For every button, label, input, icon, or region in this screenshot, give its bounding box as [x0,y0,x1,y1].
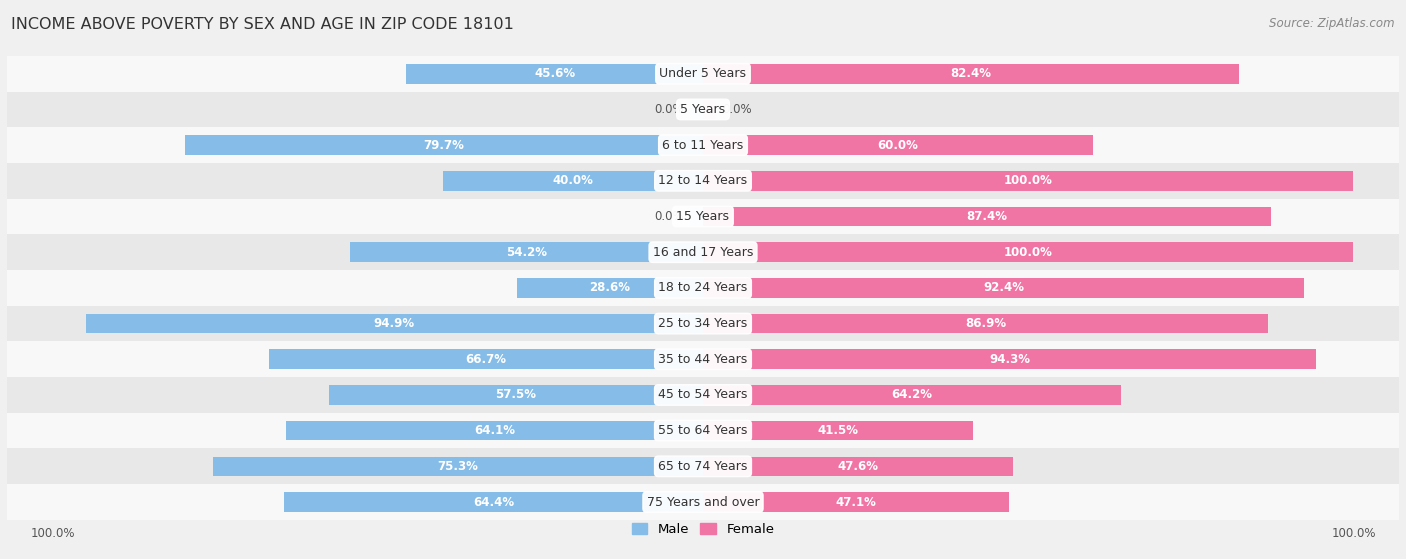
Text: 16 and 17 Years: 16 and 17 Years [652,246,754,259]
Text: 94.3%: 94.3% [990,353,1031,366]
Bar [443,171,703,191]
Text: 45.6%: 45.6% [534,67,575,80]
Bar [7,377,1399,413]
Bar [7,234,1399,270]
Text: 60.0%: 60.0% [877,139,918,151]
Bar [86,314,703,333]
Text: 18 to 24 Years: 18 to 24 Years [658,281,748,295]
Bar [329,385,703,405]
Bar [703,171,1354,191]
Bar [7,413,1399,448]
Bar [7,163,1399,198]
Text: 0.0%: 0.0% [654,103,683,116]
Bar [284,492,703,512]
Bar [7,342,1399,377]
Bar [703,314,1268,333]
Text: 82.4%: 82.4% [950,67,991,80]
Text: 79.7%: 79.7% [423,139,464,151]
Text: 64.1%: 64.1% [474,424,515,437]
Bar [7,448,1399,484]
Text: INCOME ABOVE POVERTY BY SEX AND AGE IN ZIP CODE 18101: INCOME ABOVE POVERTY BY SEX AND AGE IN Z… [11,17,515,32]
Text: 75 Years and over: 75 Years and over [647,495,759,509]
Text: 0.0%: 0.0% [654,210,683,223]
Bar [690,100,703,119]
Text: 64.2%: 64.2% [891,389,932,401]
Text: 15 Years: 15 Years [676,210,730,223]
Text: 75.3%: 75.3% [437,460,478,473]
Bar [703,135,1094,155]
Text: Under 5 Years: Under 5 Years [659,67,747,80]
Text: 92.4%: 92.4% [983,281,1024,295]
Bar [703,64,1239,83]
Bar [406,64,703,83]
Bar [7,127,1399,163]
Bar [7,56,1399,92]
Text: 45 to 54 Years: 45 to 54 Years [658,389,748,401]
Text: 57.5%: 57.5% [495,389,537,401]
Text: Source: ZipAtlas.com: Source: ZipAtlas.com [1270,17,1395,30]
Bar [517,278,703,298]
Text: 6 to 11 Years: 6 to 11 Years [662,139,744,151]
Text: 0.0%: 0.0% [723,103,752,116]
Text: 55 to 64 Years: 55 to 64 Years [658,424,748,437]
Text: 94.9%: 94.9% [374,317,415,330]
Bar [7,484,1399,520]
Bar [690,207,703,226]
Text: 12 to 14 Years: 12 to 14 Years [658,174,748,187]
Text: 28.6%: 28.6% [589,281,630,295]
Text: 35 to 44 Years: 35 to 44 Years [658,353,748,366]
Text: 65 to 74 Years: 65 to 74 Years [658,460,748,473]
Legend: Male, Female: Male, Female [626,518,780,541]
Bar [703,349,1316,369]
Text: 47.6%: 47.6% [838,460,879,473]
Text: 5 Years: 5 Years [681,103,725,116]
Bar [703,100,716,119]
Bar [703,421,973,440]
Bar [7,198,1399,234]
Bar [703,243,1354,262]
Bar [350,243,703,262]
Bar [703,207,1271,226]
Text: 87.4%: 87.4% [967,210,1008,223]
Bar [703,385,1121,405]
Text: 54.2%: 54.2% [506,246,547,259]
Text: 100.0%: 100.0% [1004,174,1053,187]
Text: 40.0%: 40.0% [553,174,593,187]
Bar [703,492,1010,512]
Bar [703,278,1303,298]
Text: 25 to 34 Years: 25 to 34 Years [658,317,748,330]
Text: 86.9%: 86.9% [965,317,1007,330]
Bar [184,135,703,155]
Bar [7,92,1399,127]
Text: 64.4%: 64.4% [472,495,515,509]
Bar [285,421,703,440]
Bar [269,349,703,369]
Bar [7,306,1399,342]
Bar [703,457,1012,476]
Bar [7,270,1399,306]
Text: 41.5%: 41.5% [817,424,859,437]
Text: 100.0%: 100.0% [1004,246,1053,259]
Text: 47.1%: 47.1% [835,495,876,509]
Text: 66.7%: 66.7% [465,353,506,366]
Bar [214,457,703,476]
